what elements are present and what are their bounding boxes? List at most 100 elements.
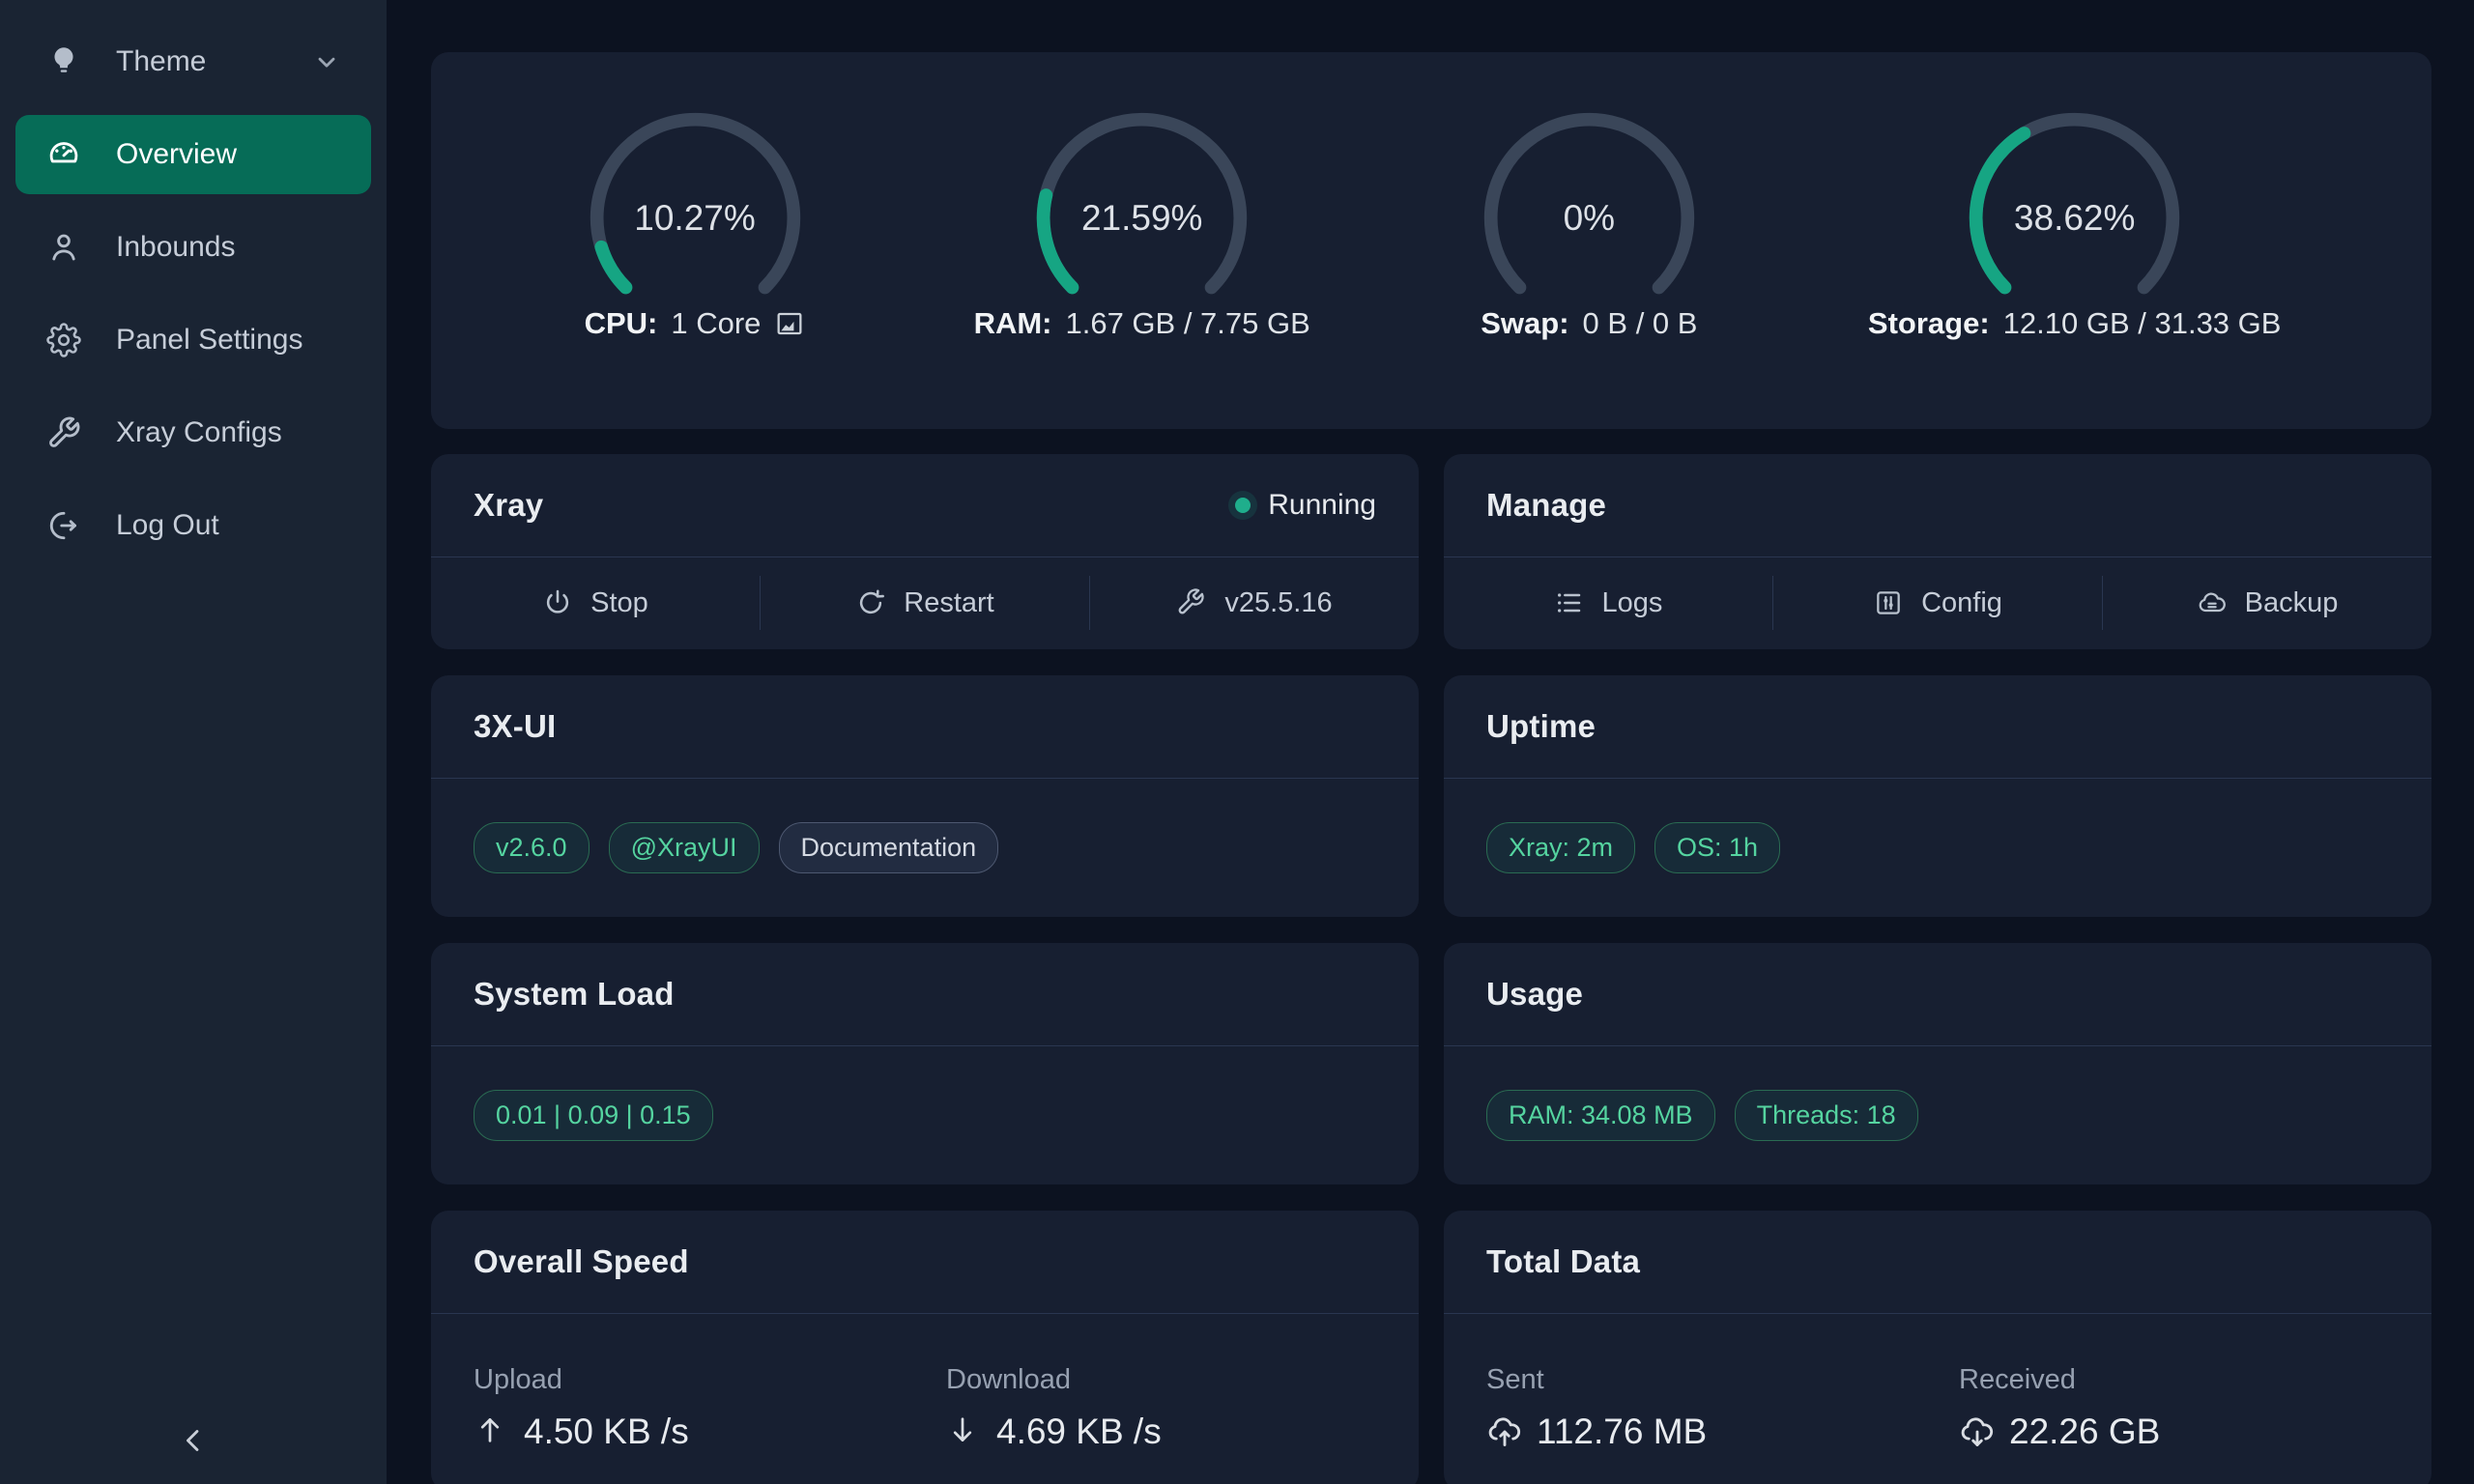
usage-card: Usage RAM: 34.08 MB Threads: 18 [1444,943,2431,1184]
gauge-progress [1037,112,1248,295]
xray-version-label: v25.5.16 [1224,586,1333,618]
total-data-card: Total Data Sent 112.76 MB [1444,1211,2431,1484]
xray-version-button[interactable]: v25.5.16 [1090,587,1419,619]
sidebar-item-theme[interactable]: Theme [15,22,371,101]
xray-uptime-badge: Xray: 2m [1486,821,1636,873]
refresh-icon [855,587,886,618]
upload-stat: Upload 4.50 KB /s [431,1364,946,1452]
ram-percent: 21.59% [1080,197,1203,238]
chevron-down-icon [313,48,340,75]
upload-label: Upload [474,1364,562,1395]
xray-stop-button[interactable]: Stop [431,587,760,619]
logs-button[interactable]: Logs [1444,587,1772,619]
load-average-badge: 0.01 | 0.09 | 0.15 [474,1089,713,1141]
sent-label: Sent [1486,1364,1544,1395]
xray-status-label: Running [1268,489,1376,521]
wrench-icon [1176,587,1207,618]
sidebar-item-label: Theme [116,45,207,77]
backup-button[interactable]: Backup [2103,587,2431,619]
xray-stop-label: Stop [590,586,648,618]
system-load-card-title: System Load [474,976,675,1012]
cloud-download-icon [1959,1413,1996,1450]
config-button[interactable]: Config [1773,587,2102,619]
ram-gauge: 21.59% RAM: 1.67 GB / 7.75 GB [974,104,1310,341]
sidebar-item-label: Log Out [116,509,219,541]
download-label: Download [946,1364,1071,1395]
user-icon [46,230,81,265]
documentation-tag[interactable]: Documentation [778,821,999,873]
xray-restart-label: Restart [904,586,994,618]
system-stats-card: 10.27% CPU: 1 Core 21.59% [431,52,2431,429]
sidebar-item-inbounds[interactable]: Inbounds [15,208,371,287]
version-tag[interactable]: v2.6.0 [474,821,590,873]
uptime-card: Uptime Xray: 2m OS: 1h [1444,675,2431,917]
arrow-up-icon [474,1413,510,1450]
gauge-track [590,112,800,295]
upload-value: 4.50 KB /s [524,1412,689,1451]
total-data-card-title: Total Data [1486,1243,1641,1279]
cloud-upload-icon [1486,1413,1523,1450]
sidebar-item-panel-settings[interactable]: Panel Settings [15,300,371,380]
sliders-icon [1873,587,1904,618]
main-content: 10.27% CPU: 1 Core 21.59% [387,0,2474,1484]
sidebar-item-label: Panel Settings [116,324,303,356]
threexui-card-title: 3X-UI [474,708,557,744]
divider [1772,576,1773,630]
divider [2102,576,2103,630]
ram-label: RAM: 1.67 GB / 7.75 GB [973,306,1310,340]
lightbulb-icon [46,44,81,79]
sent-stat: Sent 112.76 MB [1444,1364,1959,1452]
power-icon [542,587,573,618]
storage-label: Storage: 12.10 GB / 31.33 GB [1867,306,2282,340]
backup-label: Backup [2244,586,2339,618]
cpu-gauge: 10.27% CPU: 1 Core [582,104,809,341]
xrayui-tag[interactable]: @XrayUI [608,821,760,873]
sidebar-collapse-button[interactable] [0,1422,387,1459]
swap-percent: 0% [1563,197,1616,238]
download-value: 4.69 KB /s [996,1412,1162,1451]
list-icon [1554,587,1585,618]
logs-label: Logs [1601,586,1663,618]
sidebar-item-overview[interactable]: Overview [15,115,371,194]
manage-card-title: Manage [1486,487,1607,523]
gauge-track [1483,112,1695,295]
system-load-card: System Load 0.01 | 0.09 | 0.15 [431,943,1419,1184]
received-stat: Received 22.26 GB [1959,1364,2431,1452]
sidebar-item-label: Xray Configs [116,416,282,448]
chevron-left-icon [175,1422,212,1459]
xray-card-title: Xray [474,487,544,523]
cpu-label: CPU: 1 Core [585,306,806,341]
download-stat: Download 4.69 KB /s [946,1364,1419,1452]
cpu-chart-icon[interactable] [774,308,805,339]
ram-usage-badge: RAM: 34.08 MB [1486,1089,1715,1141]
received-value: 22.26 GB [2009,1412,2161,1451]
logout-icon [46,508,81,543]
arrow-down-icon [946,1413,983,1450]
overall-speed-card-title: Overall Speed [474,1243,689,1279]
threads-badge: Threads: 18 [1734,1089,1918,1141]
storage-percent: 38.62% [2013,197,2136,238]
sidebar-item-xray-configs[interactable]: Xray Configs [15,393,371,472]
sidebar-item-label: Overview [116,138,238,170]
cpu-percent: 10.27% [634,197,756,238]
swap-gauge: 0% Swap: 0 B / 0 B [1476,104,1703,341]
sidebar-item-logout[interactable]: Log Out [15,486,371,565]
sidebar: Theme Overview Inbounds [0,0,387,1484]
divider [760,576,761,630]
xray-card: Xray Running Stop [431,454,1419,649]
gauge-progress [1970,112,2180,295]
usage-card-title: Usage [1486,976,1584,1012]
wrench-icon [46,415,81,450]
gear-icon [46,323,81,357]
running-dot-icon [1235,498,1251,513]
os-uptime-badge: OS: 1h [1654,821,1781,873]
xray-restart-button[interactable]: Restart [761,587,1089,619]
received-label: Received [1959,1364,2076,1395]
sent-value: 112.76 MB [1537,1412,1708,1451]
cloud-server-icon [2197,587,2228,618]
sidebar-item-label: Inbounds [116,231,236,263]
xray-status: Running [1235,489,1376,522]
uptime-card-title: Uptime [1486,708,1597,744]
gauge-icon [46,137,81,172]
storage-gauge: 38.62% Storage: 12.10 GB / 31.33 GB [1867,104,2282,341]
